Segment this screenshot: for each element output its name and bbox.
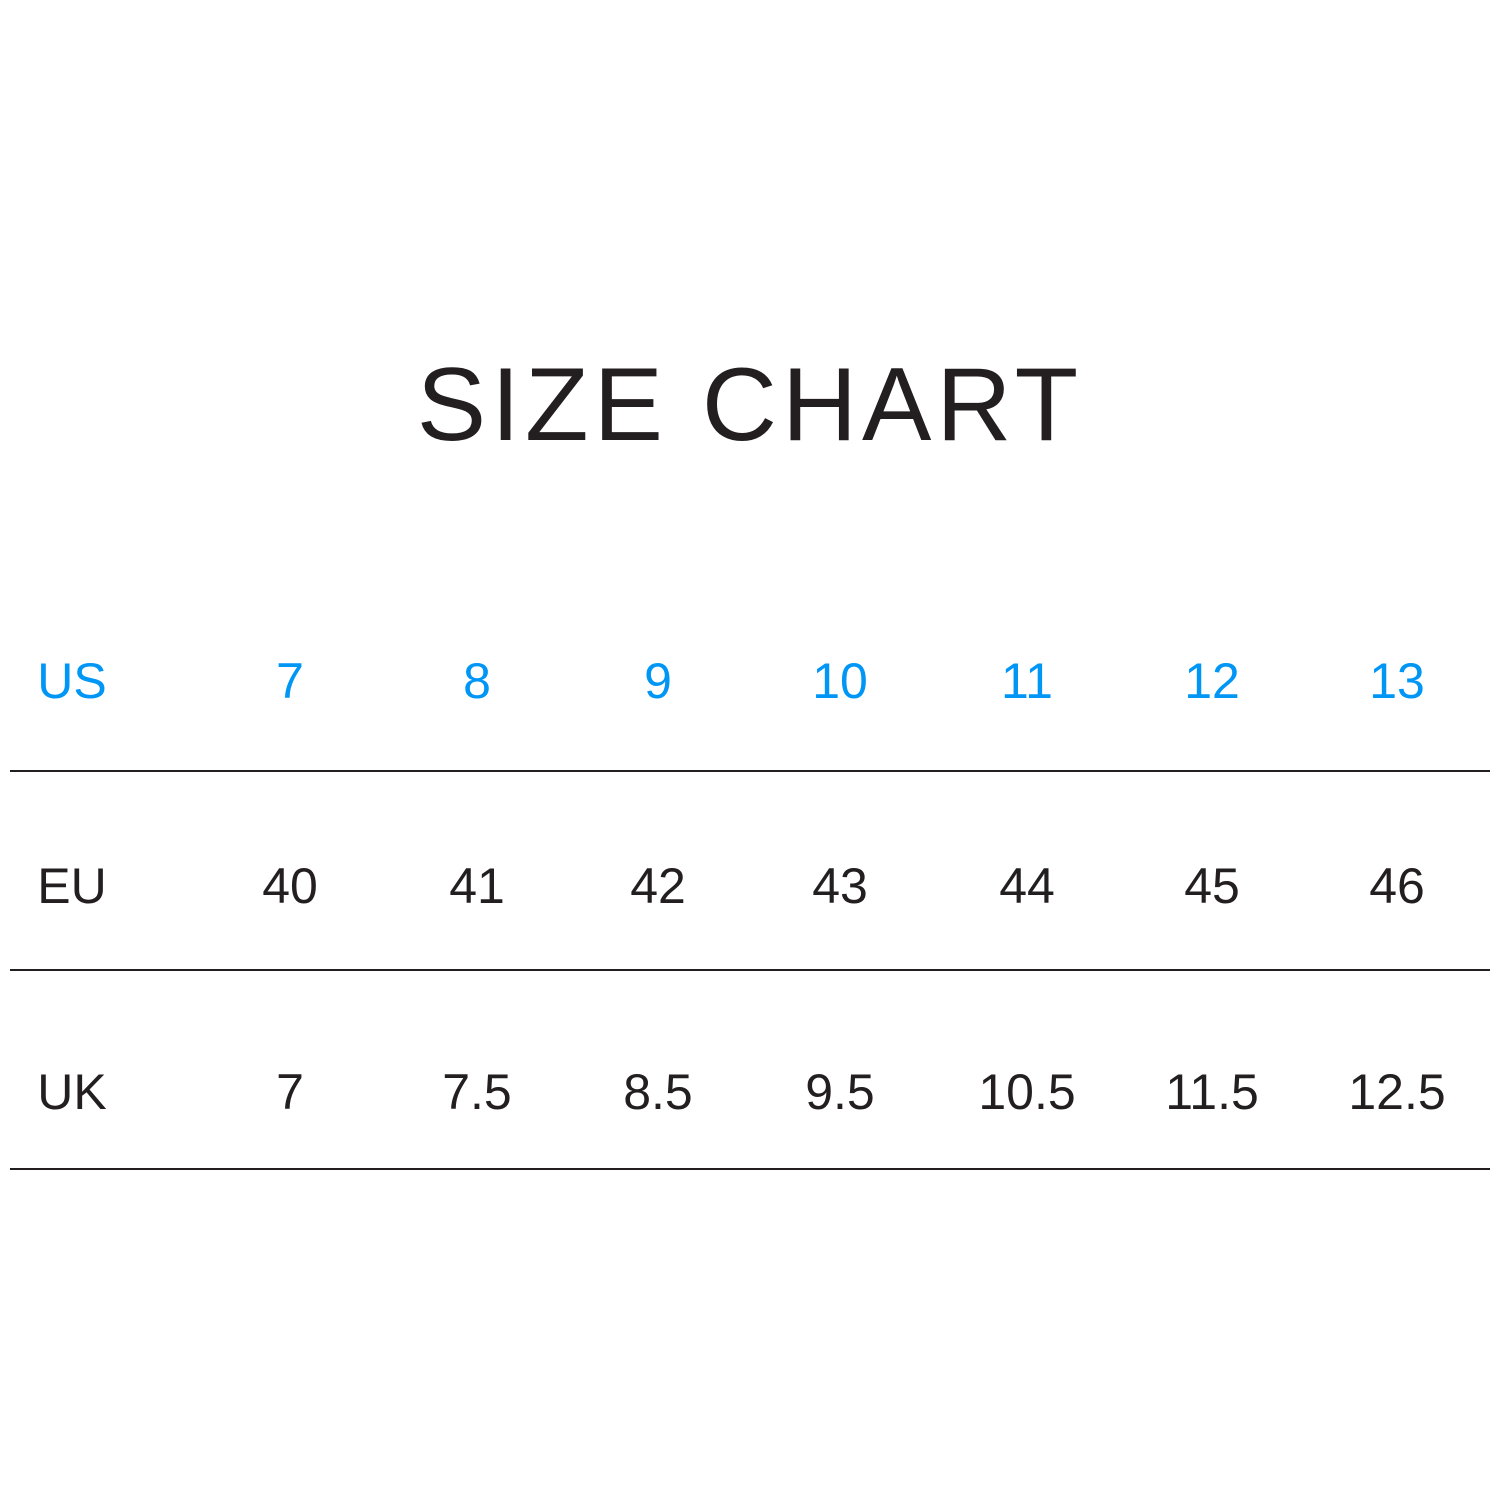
table-cell: 8.5	[623, 1064, 693, 1120]
table-cell: 40	[262, 858, 318, 914]
table-cell: 12.5	[1348, 1064, 1446, 1120]
table-cell: 10.5	[978, 1064, 1076, 1120]
table-cell: 7.5	[442, 1064, 512, 1120]
table-cell: 43	[812, 858, 868, 914]
table-cell: 11.5	[1165, 1064, 1259, 1120]
size-row-uk: UK 7 7.5 8.5 9.5 10.5 11.5 12.5	[0, 1062, 1500, 1122]
table-cell: 7	[276, 1064, 304, 1120]
row-divider	[10, 770, 1490, 772]
row-label: UK	[37, 1064, 107, 1120]
table-cell: 13	[1369, 653, 1425, 709]
row-divider	[10, 1168, 1490, 1170]
table-cell: 9	[644, 653, 672, 709]
table-cell: 41	[449, 858, 505, 914]
row-divider	[10, 969, 1490, 971]
table-cell: 11	[1001, 653, 1053, 709]
table-cell: 8	[463, 653, 491, 709]
table-cell: 45	[1184, 858, 1240, 914]
table-cell: 9.5	[805, 1064, 875, 1120]
table-cell: 46	[1369, 858, 1425, 914]
table-cell: 42	[630, 858, 686, 914]
table-cell: 10	[812, 653, 868, 709]
page-title: SIZE CHART	[416, 347, 1084, 463]
size-row-eu: EU 40 41 42 43 44 45 46	[0, 856, 1500, 916]
row-label: EU	[37, 858, 107, 914]
row-label: US	[37, 653, 107, 709]
table-cell: 44	[999, 858, 1055, 914]
table-cell: 12	[1184, 653, 1240, 709]
size-row-us: US 7 8 9 10 11 12 13	[0, 651, 1500, 711]
table-cell: 7	[276, 653, 304, 709]
